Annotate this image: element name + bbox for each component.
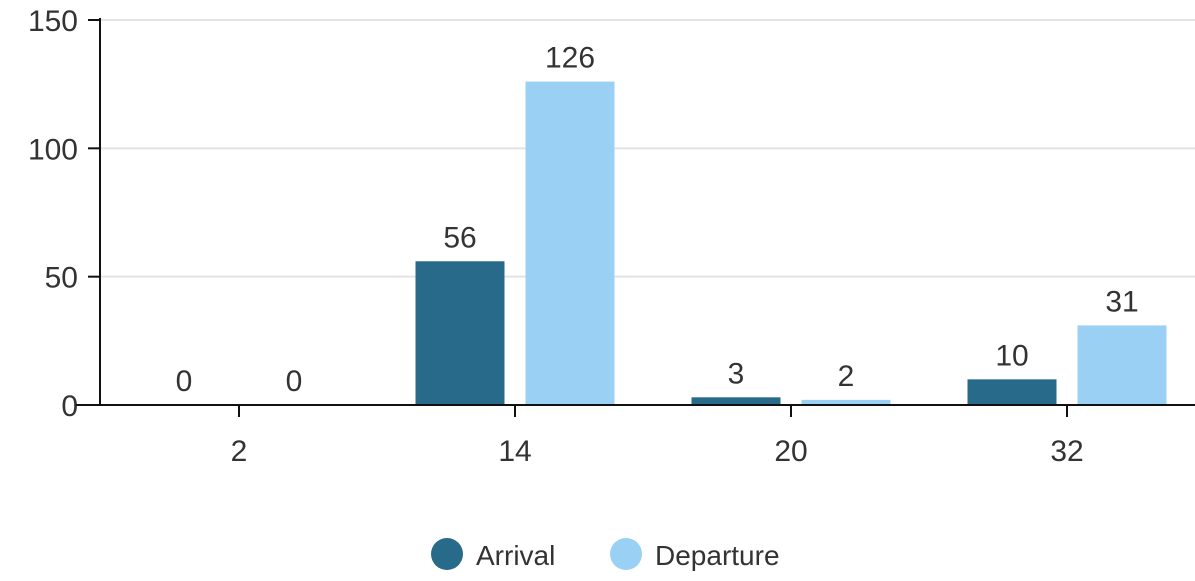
bars [415,81,1167,405]
x-tick-label: 20 [774,435,807,468]
data-label: 3 [728,357,745,390]
legend-item-arrival[interactable]: Arrival [431,538,555,571]
legend-swatch [610,538,642,570]
legend-label: Departure [655,540,780,571]
x-tick-label: 2 [231,435,248,468]
bar-departure-32 [1077,325,1167,405]
data-label: 0 [176,365,193,398]
data-label: 31 [1105,285,1138,318]
bar-arrival-14 [415,261,505,405]
data-label: 2 [838,360,855,393]
legend: Arrival Departure [431,538,780,571]
x-tick-label: 14 [498,435,531,468]
legend-item-departure[interactable]: Departure [610,538,780,571]
legend-swatch [431,538,463,570]
legend-label: Arrival [476,540,555,571]
y-tick-label: 50 [45,262,78,295]
x-tick-label: 32 [1050,435,1083,468]
data-label: 10 [995,339,1028,372]
gridlines [100,19,1195,278]
data-label: 0 [286,365,303,398]
data-label: 126 [545,42,595,75]
y-tick-label: 100 [28,133,78,166]
y-tick-label: 150 [28,5,78,38]
bar-departure-14 [525,81,615,405]
bar-arrival-20 [691,397,781,405]
bar-departure-20 [801,399,891,405]
data-labels: 0 0 56 126 3 2 10 31 [176,42,1139,398]
y-tick-label: 0 [61,390,78,423]
data-label: 56 [443,221,476,254]
bar-arrival-32 [967,379,1057,405]
